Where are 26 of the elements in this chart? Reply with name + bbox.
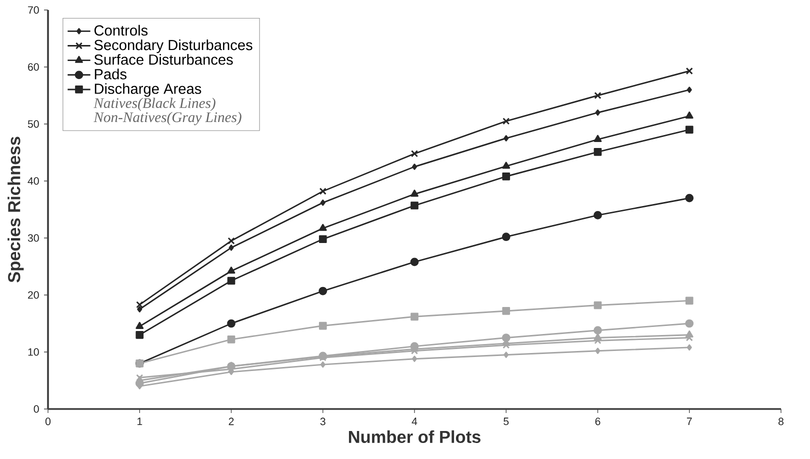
y-axis-title: Species Richness xyxy=(8,136,24,282)
y-tick-label: 70 xyxy=(28,6,39,14)
legend-label: Pads xyxy=(94,68,126,80)
y-tick-label: 60 xyxy=(28,63,39,71)
legend-label: Discharge Areas xyxy=(94,83,202,97)
x-tick-label: 0 xyxy=(45,418,51,426)
y-tick-label: 40 xyxy=(28,177,39,185)
annotation: Non-Natives(Gray Lines) xyxy=(94,112,242,126)
x-tick-label: 7 xyxy=(686,418,692,425)
y-tick-label: 50 xyxy=(28,120,39,128)
x-tick-label: 8 xyxy=(778,418,784,426)
x-axis-title: Number of Plots xyxy=(348,430,480,444)
legend-label: Controls xyxy=(94,24,148,36)
y-tick-label: 10 xyxy=(28,348,39,356)
x-tick-label: 6 xyxy=(595,418,600,426)
y-tick-label: 30 xyxy=(28,234,39,242)
y-tick-label: 20 xyxy=(28,291,39,299)
x-tick-label: 3 xyxy=(320,418,326,426)
y-tick-label: 0 xyxy=(34,405,39,413)
x-tick-label: 4 xyxy=(412,418,418,425)
annotation: Natives(Black Lines) xyxy=(94,98,216,112)
legend-label: Surface Disturbances xyxy=(94,54,233,65)
x-tick-label: 1 xyxy=(137,418,142,425)
x-tick-label: 2 xyxy=(228,418,234,426)
x-tick-label: 5 xyxy=(504,418,509,426)
legend-label: Secondary Disturbances xyxy=(94,39,252,54)
